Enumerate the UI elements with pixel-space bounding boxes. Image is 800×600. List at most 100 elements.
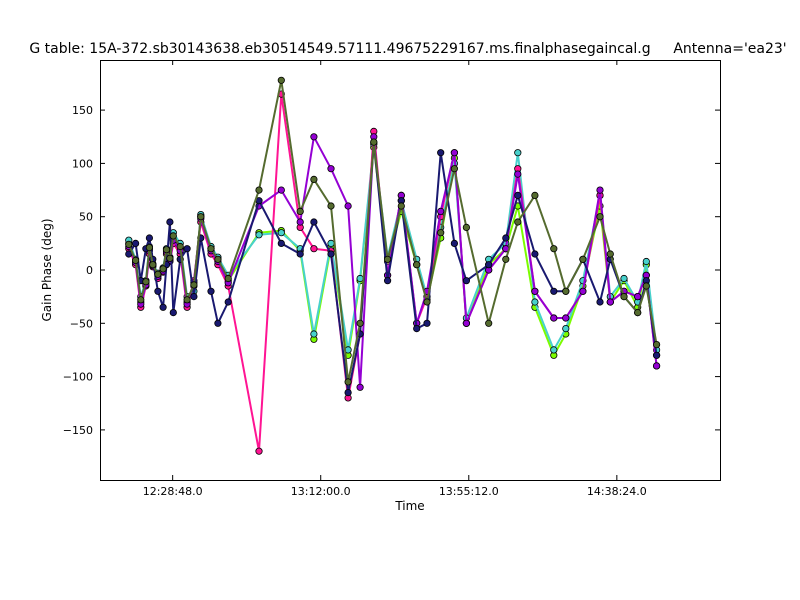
data-point-s2-23 <box>327 239 335 247</box>
data-point-s6-4 <box>142 278 150 286</box>
data-point-s4-24 <box>344 202 352 210</box>
data-point-s2-39 <box>562 324 570 333</box>
data-point-s6-20 <box>277 76 285 84</box>
data-point-s5-36 <box>514 191 522 199</box>
data-point-s4-42 <box>606 298 614 306</box>
data-point-s5-5 <box>145 234 153 242</box>
data-point-s5-32 <box>450 239 458 247</box>
data-point-s6-37 <box>531 191 539 199</box>
y-tick-label-2: 100 <box>72 157 93 170</box>
y-tick-label-5: −50 <box>70 317 93 330</box>
data-point-s5-23 <box>327 250 335 258</box>
data-point-s5-24 <box>344 388 352 397</box>
data-point-s4-20 <box>277 186 285 194</box>
data-point-s6-23 <box>327 202 335 210</box>
data-point-s2-19 <box>255 231 263 239</box>
data-point-s6-38 <box>550 245 558 253</box>
data-point-s4-22 <box>310 133 318 141</box>
data-point-s6-33 <box>462 223 470 231</box>
x-axis-label: Time <box>394 499 424 513</box>
data-point-s5-13 <box>183 245 191 253</box>
data-point-s6-1 <box>125 240 133 248</box>
data-point-s2-43 <box>620 274 628 283</box>
data-point-s5-22 <box>310 218 318 226</box>
series-group <box>125 76 661 455</box>
data-point-s5-37 <box>531 250 539 258</box>
y-tick-label-6: −100 <box>63 371 93 384</box>
data-point-s4-46 <box>652 362 661 370</box>
data-point-s4-40 <box>579 287 587 295</box>
data-point-s6-8 <box>159 265 167 273</box>
data-point-s5-29 <box>413 324 421 333</box>
data-point-s6-16 <box>207 245 215 253</box>
x-tick-label-2: 13:12:00.0 <box>291 485 351 498</box>
data-point-s6-14 <box>190 281 198 289</box>
data-point-s6-31 <box>437 229 445 237</box>
data-point-s6-6 <box>149 261 157 269</box>
y-tick-label-4: 0 <box>86 264 93 277</box>
data-point-s6-39 <box>562 287 570 295</box>
data-point-s2-37 <box>531 298 539 306</box>
data-point-s2-38 <box>550 346 558 354</box>
data-point-s6-32 <box>450 165 458 173</box>
series-line-6 <box>127 79 658 383</box>
antenna-label: Antenna='ea23' <box>673 41 786 57</box>
data-point-s4-32 <box>450 149 458 157</box>
data-point-s5-35 <box>502 234 510 242</box>
series-line-5 <box>127 141 658 394</box>
data-point-s4-37 <box>531 287 539 295</box>
data-point-s4-41 <box>596 186 604 194</box>
data-point-s6-25 <box>356 319 364 327</box>
data-point-s4-38 <box>550 314 558 322</box>
data-point-s6-40 <box>579 255 587 263</box>
data-point-s2-20 <box>277 229 285 237</box>
data-point-s5-38 <box>550 287 558 295</box>
data-point-s5-30 <box>423 319 431 327</box>
data-point-s5-8 <box>159 303 167 311</box>
x-tick-label-1: 12:28:48.0 <box>143 485 203 498</box>
data-point-s6-45 <box>642 282 650 290</box>
data-point-s5-33 <box>462 277 470 285</box>
data-point-s6-10 <box>166 254 174 262</box>
data-point-s6-18 <box>224 274 232 283</box>
data-point-s4-23 <box>327 165 335 173</box>
data-point-s6-17 <box>214 255 222 263</box>
y-axis-ticks: 150 100 50 0 −50 −100 −150 <box>63 104 720 437</box>
data-point-s5-21 <box>296 250 304 258</box>
data-point-s6-46 <box>652 340 661 349</box>
y-tick-label-3: 50 <box>79 211 93 224</box>
data-point-s3-19 <box>255 447 263 455</box>
data-point-s2-22 <box>310 330 318 338</box>
data-point-s4-44 <box>634 292 642 301</box>
data-point-s6-27 <box>383 255 392 263</box>
x-axis-ticks: 12:28:48.0 13:12:00.0 13:55:12.0 14:38:24.0 <box>143 60 647 498</box>
data-point-s6-22 <box>310 175 318 183</box>
data-point-s5-17 <box>214 319 222 327</box>
y-tick-label-7: −150 <box>63 424 93 437</box>
data-point-s6-43 <box>620 292 628 301</box>
data-point-s6-41 <box>596 213 604 221</box>
data-point-s6-26 <box>370 138 378 146</box>
data-point-s4-31 <box>437 207 445 215</box>
x-tick-label-3: 13:55:12.0 <box>439 485 499 498</box>
data-point-s3-22 <box>310 245 318 253</box>
data-point-s6-13 <box>183 296 191 304</box>
data-point-s2-36 <box>514 149 522 157</box>
data-point-s6-21 <box>296 207 304 215</box>
data-point-s6-9 <box>162 246 171 254</box>
data-point-s5-16 <box>207 287 215 295</box>
data-point-s4-21 <box>296 218 304 226</box>
data-point-s5-14 <box>190 292 198 301</box>
data-point-s5-18 <box>224 298 232 306</box>
data-point-s5-34 <box>485 261 493 269</box>
data-point-s5-41 <box>596 298 604 306</box>
data-point-s4-25 <box>356 383 364 391</box>
data-point-s5-46 <box>652 351 661 359</box>
data-point-s6-30 <box>423 298 431 306</box>
chart-title: G table: 15A-372.sb30143638.eb30514549.5… <box>29 41 650 57</box>
data-point-s6-44 <box>634 308 642 317</box>
data-point-s6-24 <box>344 378 352 386</box>
plot-area: 12:28:48.0 13:12:00.0 13:55:12.0 14:38:24.0… <box>63 60 721 498</box>
y-axis-label: Gain Phase (deg) <box>40 218 54 321</box>
